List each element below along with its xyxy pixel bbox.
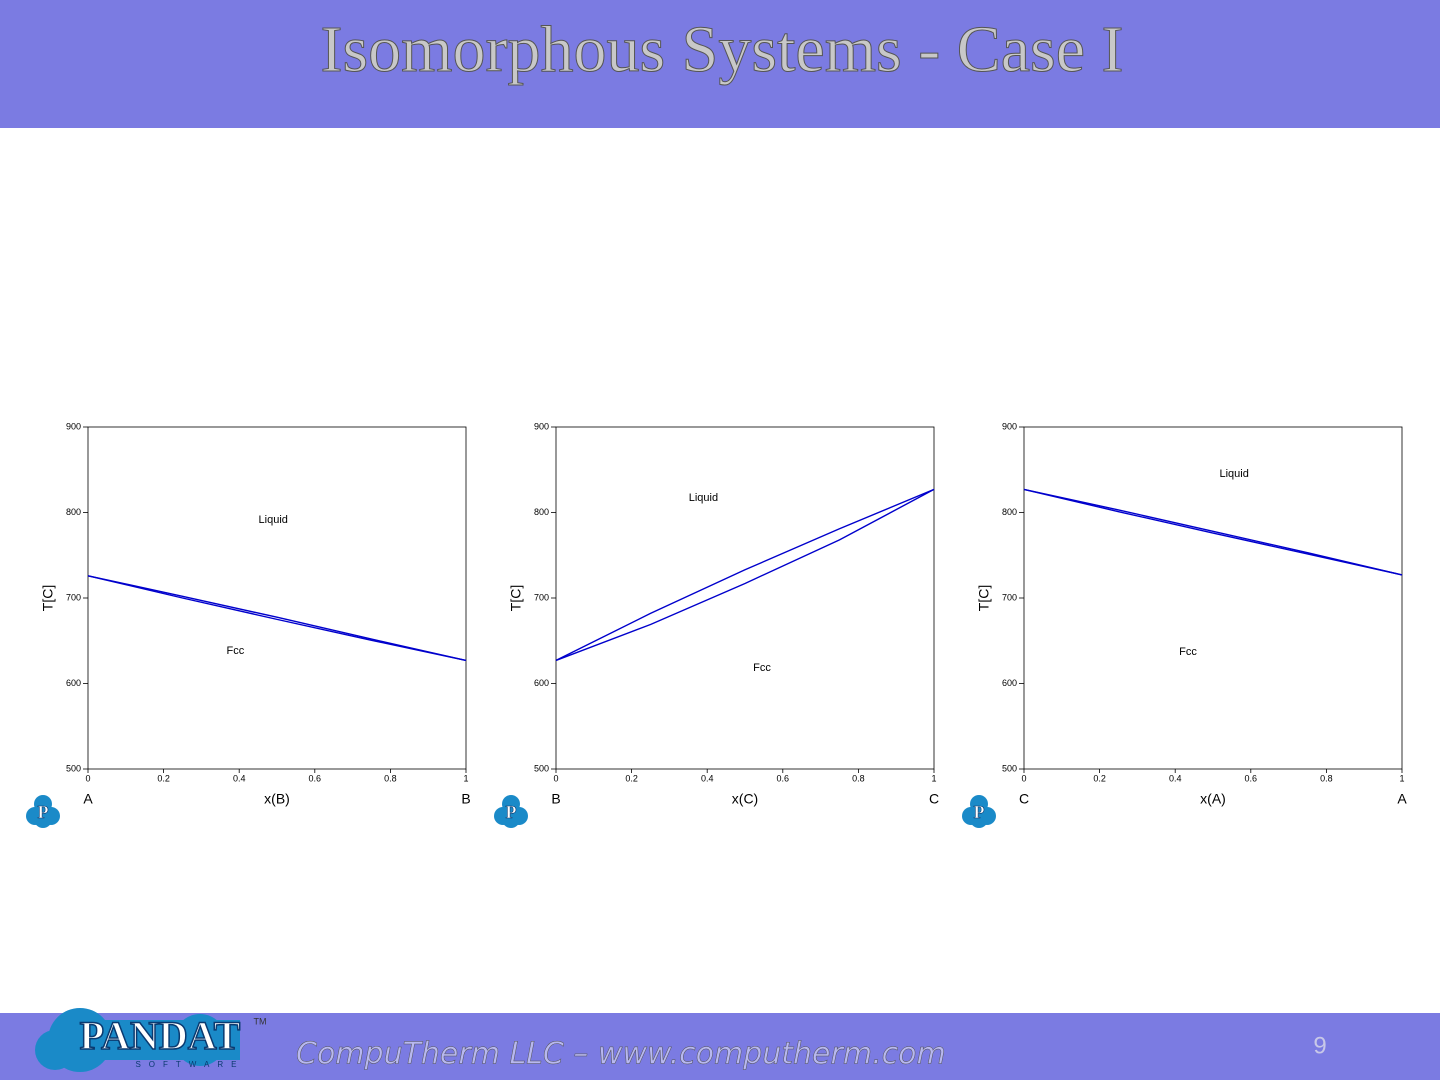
phase-label: Liquid	[689, 492, 718, 504]
phase-diagram: 500 600 700 800 900 0 0.2 0.4 0.6 0.8 1 C Ax(A) T[C] L…	[962, 421, 1407, 828]
x-tick-label: 0.6	[777, 773, 790, 783]
logo-cloud	[70, 1020, 240, 1060]
pandat-icon: P	[26, 795, 60, 828]
phase-label: Liquid	[259, 514, 288, 526]
y-axis-label: T[C]	[976, 585, 992, 611]
phase-label: Fcc	[1179, 646, 1197, 658]
y-tick-label: 800	[1002, 507, 1017, 517]
y-tick-label: 500	[534, 763, 549, 773]
phase-boundary	[1023, 488, 1403, 576]
logo-tm: TM	[254, 1016, 267, 1026]
x-tick-label: 0	[553, 773, 558, 783]
y-tick-label: 700	[1002, 592, 1017, 602]
x-tick-label: 0	[85, 773, 90, 783]
x-start-label: C	[1019, 791, 1029, 807]
phase-boundary	[87, 575, 467, 662]
icon-cloud	[502, 810, 520, 828]
y-tick-label: 700	[66, 592, 81, 602]
x-tick-label: 1	[931, 773, 936, 783]
x-end-label: C	[929, 791, 939, 807]
x-tick-label: 0.8	[852, 773, 865, 783]
x-tick-label: 0.6	[1245, 773, 1258, 783]
pandat-icon: P	[494, 795, 528, 828]
y-tick-label: 700	[534, 592, 549, 602]
icon-cloud	[34, 810, 52, 828]
x-axis-label: x(A)	[1200, 791, 1226, 807]
header-bar	[0, 0, 1440, 128]
x-end-label: B	[461, 791, 470, 807]
x-tick-label: 0.4	[1169, 773, 1182, 783]
icon-letter: P	[506, 802, 517, 822]
logo-cloud	[35, 1030, 75, 1070]
logo-text: PANDAT	[80, 1013, 241, 1058]
y-tick-label: 500	[1002, 763, 1017, 773]
phase-diagram: 500 600 700 800 900 0 0.2 0.4 0.6 0.8 1 A Bx(B) T[C] L…	[26, 421, 471, 828]
plot-frame	[1023, 426, 1403, 770]
x-end-label: A	[1397, 791, 1407, 807]
x-axis-label: x(C)	[732, 791, 758, 807]
y-tick-label: 600	[534, 678, 549, 688]
phase-boundary	[555, 488, 935, 662]
icon-cloud	[970, 810, 988, 828]
y-tick-label: 800	[534, 507, 549, 517]
x-tick-label: 0	[1021, 773, 1026, 783]
y-tick-label: 900	[1002, 421, 1017, 431]
phase-boundary	[555, 488, 935, 662]
phase-boundary	[87, 575, 467, 662]
phase-label: Fcc	[227, 645, 245, 657]
x-tick-label: 0.8	[1320, 773, 1333, 783]
plot-frame	[555, 426, 935, 770]
pandat-icon: P	[962, 795, 996, 828]
x-tick-label: 0.2	[625, 773, 638, 783]
phase-boundary	[1023, 488, 1403, 576]
x-axis-label: x(B)	[264, 791, 290, 807]
x-start-label: A	[83, 791, 93, 807]
logo-sub: SOFTWARE	[135, 1060, 244, 1069]
x-tick-label: 1	[1399, 773, 1404, 783]
y-tick-label: 900	[534, 421, 549, 431]
slide-title: Isomorphous Systems - Case I	[321, 13, 1124, 86]
y-tick-label: 800	[66, 507, 81, 517]
y-axis-label: T[C]	[508, 585, 524, 611]
x-tick-label: 0.2	[1093, 773, 1106, 783]
y-tick-label: 600	[1002, 678, 1017, 688]
y-tick-label: 500	[66, 763, 81, 773]
footer-company: CompuTherm LLC – www.computherm.com	[296, 1037, 946, 1072]
x-tick-label: 0.4	[233, 773, 246, 783]
x-tick-label: 0.8	[384, 773, 397, 783]
icon-letter: P	[974, 802, 985, 822]
phase-diagram: 500 600 700 800 900 0 0.2 0.4 0.6 0.8 1 B Cx(C) T[C] L…	[494, 421, 939, 828]
x-tick-label: 0.6	[309, 773, 322, 783]
x-start-label: B	[551, 791, 560, 807]
phase-label: Liquid	[1219, 468, 1248, 480]
page-number: 9	[1313, 1032, 1326, 1059]
y-tick-label: 600	[66, 678, 81, 688]
y-tick-label: 900	[66, 421, 81, 431]
plot-frame	[87, 426, 467, 770]
x-tick-label: 0.4	[701, 773, 714, 783]
x-tick-label: 0.2	[157, 773, 170, 783]
icon-letter: P	[38, 802, 49, 822]
pandat-logo: PANDAT SOFTWARE TM	[35, 1008, 267, 1072]
phase-label: Fcc	[753, 662, 771, 674]
y-axis-label: T[C]	[40, 585, 56, 611]
x-tick-label: 1	[463, 773, 468, 783]
